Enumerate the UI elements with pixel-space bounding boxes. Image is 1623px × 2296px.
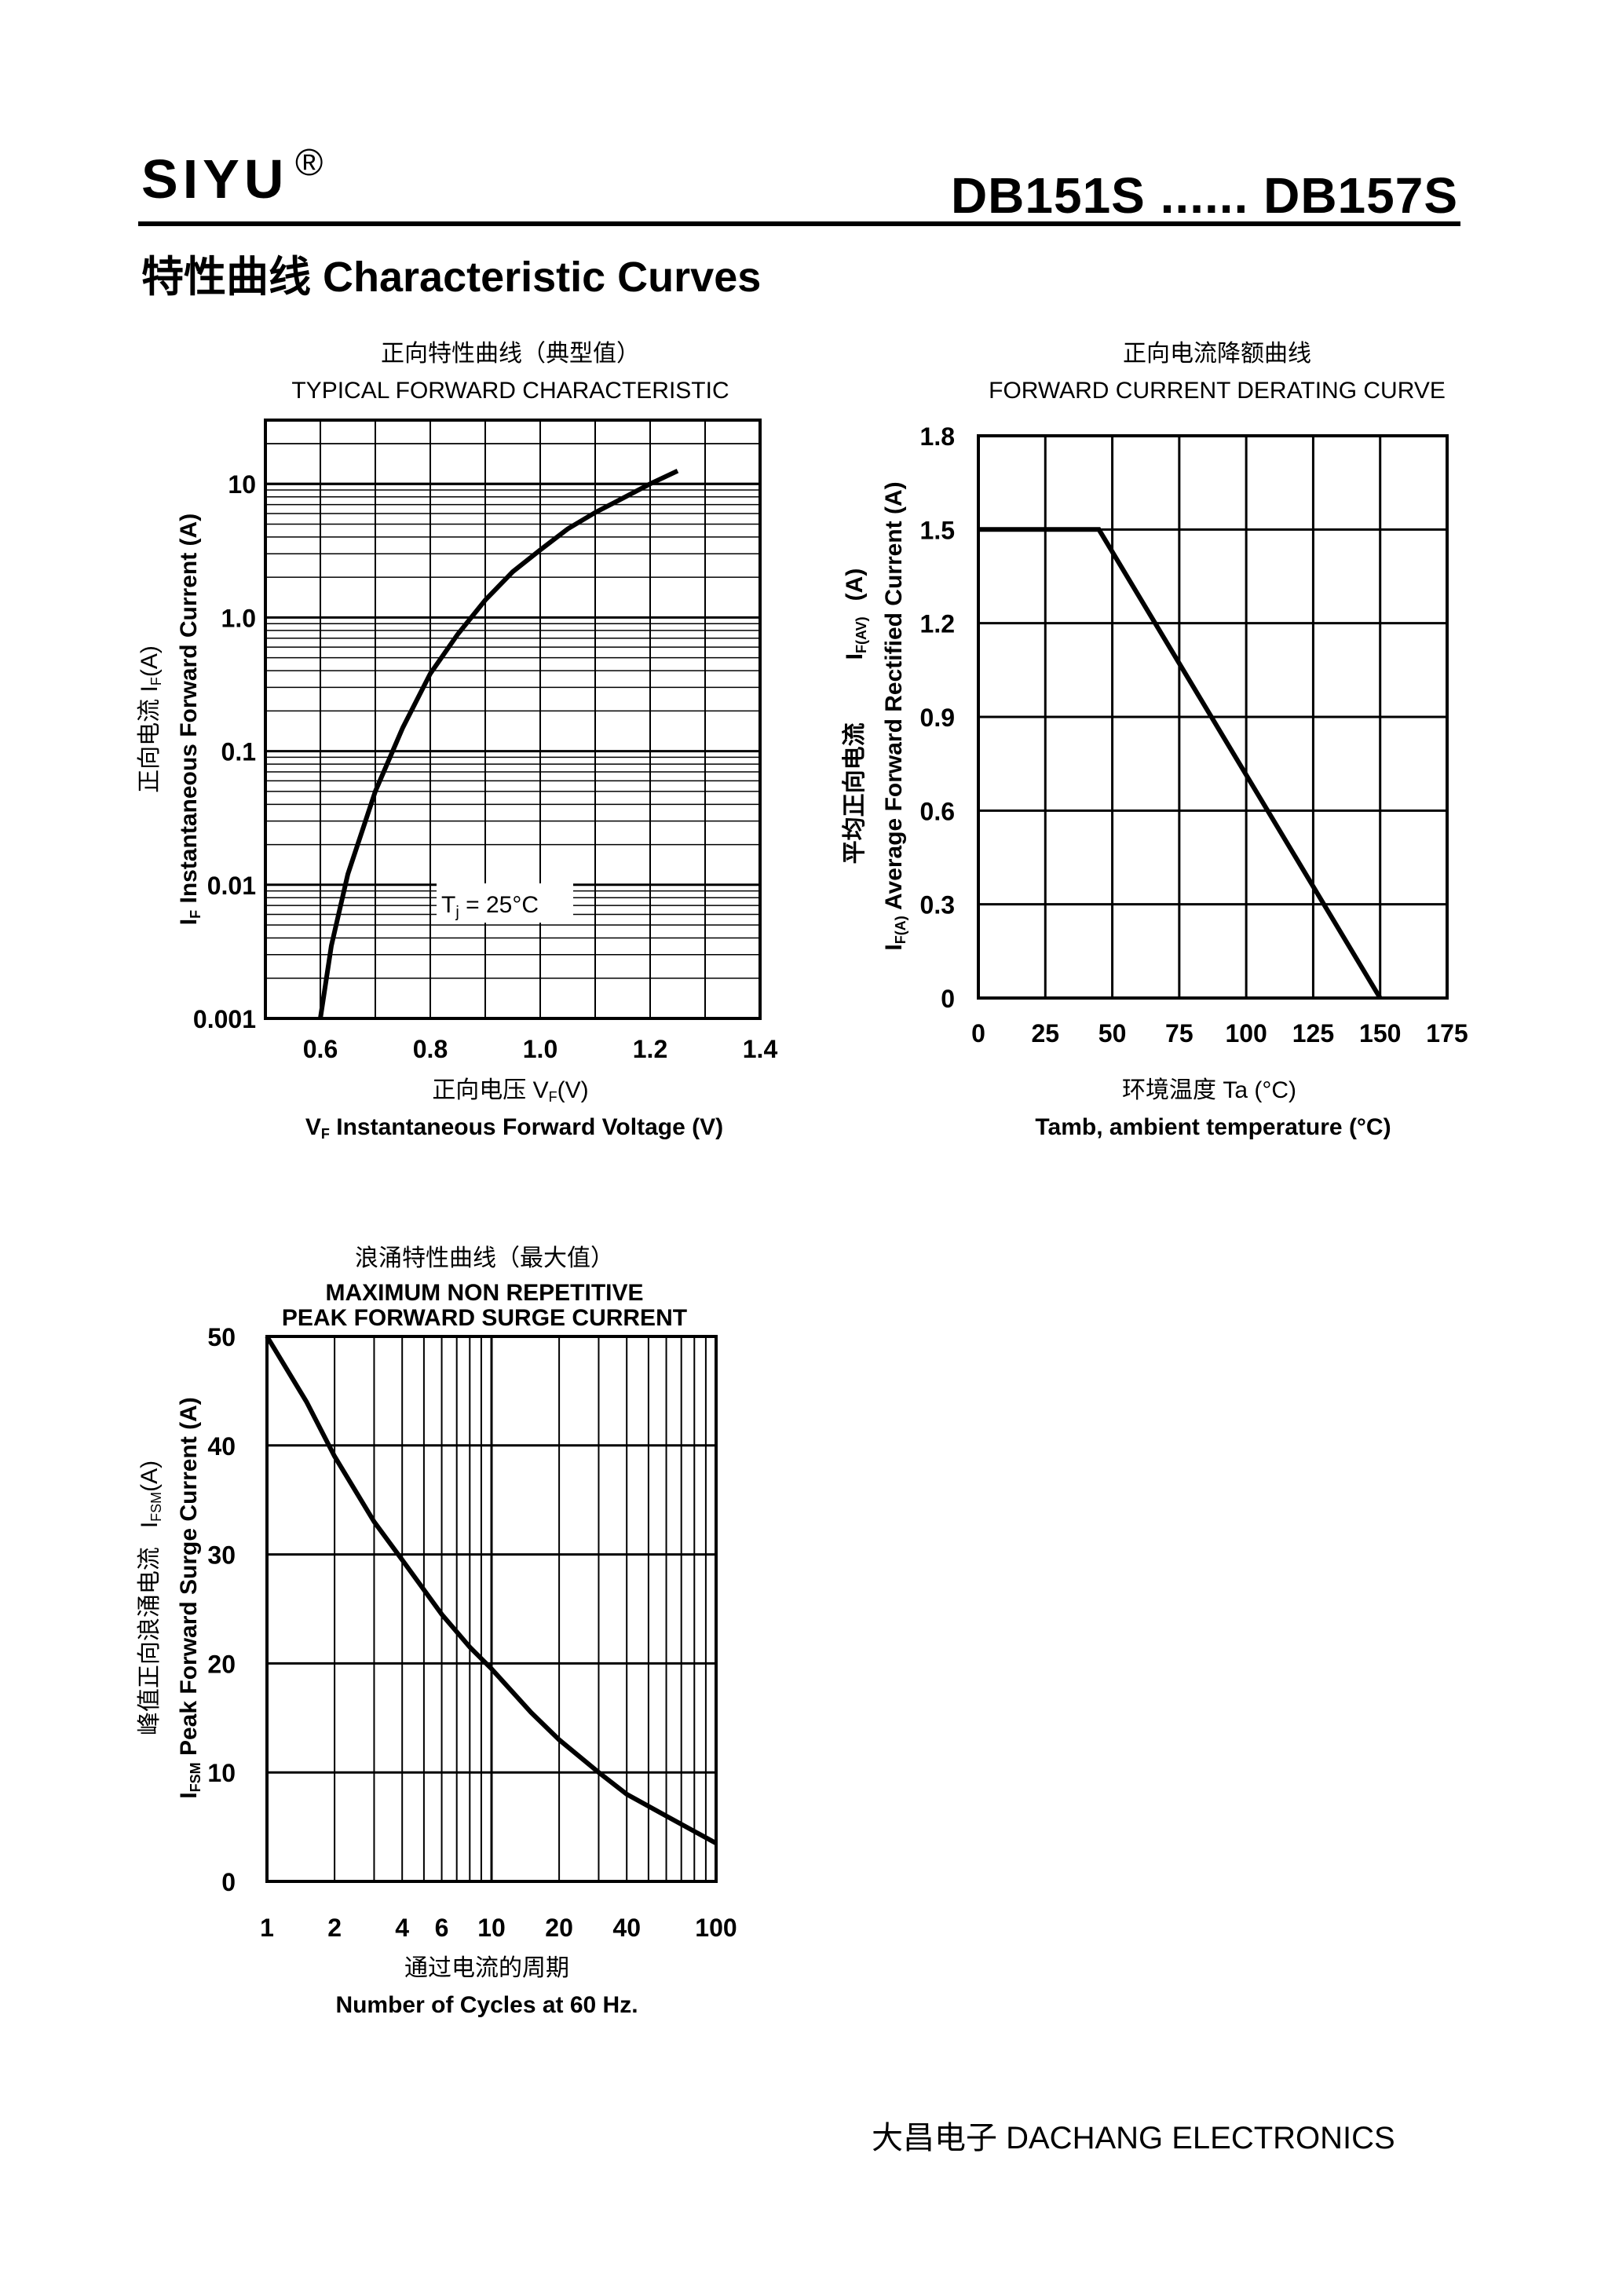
brand-logo: SIYU (141, 148, 289, 210)
chart2-y-tick-label: 0.9 (920, 704, 955, 732)
chart3-ylabel: IFSM Peak Forward Surge Current (A) (176, 1397, 203, 1798)
chart3-x-tick-label: 1 (260, 1914, 274, 1942)
chart3-title-line2: PEAK FORWARD SURGE CURRENT (282, 1305, 687, 1331)
chart3-y-tick-label: 10 (207, 1759, 236, 1787)
chart2-x-ticks: 0 25 50 75 100 125 150 175 (971, 1019, 1468, 1047)
chart1-grid (265, 420, 760, 1018)
chart2-title: FORWARD CURRENT DERATING CURVE (989, 378, 1446, 404)
chart3-title-line1: MAXIMUM NON REPETITIVE (325, 1280, 643, 1306)
chart1-annotation: Tj = 25°C (441, 892, 539, 921)
chart1-y-ticks: 0.001 0.01 0.1 1.0 10 (193, 470, 256, 1033)
chart2-y-ticks: 0 0.3 0.6 0.9 1.2 1.5 1.8 (920, 422, 955, 1013)
chart2-y-tick-label: 1.2 (920, 610, 955, 638)
chart2-x-tick-label: 175 (1426, 1019, 1468, 1047)
chart1-x-tick-label: 1.4 (743, 1035, 778, 1063)
chart3-y-tick-label: 0 (221, 1868, 236, 1896)
chart2-grid (978, 436, 1447, 998)
chart1-xlabel-cn: 正向电压 VF(V) (432, 1077, 588, 1105)
chart1-y-tick-label: 0.1 (221, 738, 256, 766)
chart3-x-tick-label: 40 (612, 1914, 641, 1942)
chart1-x-tick-label: 0.8 (413, 1035, 448, 1063)
chart3-x-tick-label: 20 (545, 1914, 573, 1942)
chart1-frame (264, 419, 762, 1020)
registered-mark: ® (295, 142, 324, 184)
chart2-x-tick-label: 125 (1292, 1019, 1334, 1047)
chart2-series-line (978, 527, 1383, 1000)
chart2-x-tick-label: 75 (1165, 1019, 1193, 1047)
chart2-xlabel: Tamb, ambient temperature (°C) (1035, 1114, 1391, 1140)
chart3-ylabel-cn: 峰值正向浪涌电流IFSM(A) (137, 1461, 164, 1735)
part-number-range: DB151S ...... DB157S (950, 167, 1458, 224)
chart1-x-tick-label: 0.6 (303, 1035, 338, 1063)
chart3-series-line (265, 1335, 718, 1846)
chart3-y-ticks: 0 10 20 30 40 50 (207, 1323, 236, 1896)
chart2-y-tick-label: 0.3 (920, 891, 955, 919)
chart2-y-tick-label: 1.8 (920, 422, 955, 451)
chart1-series-line (318, 468, 679, 1019)
chart3-xlabel-cn: 通过电流的周期 (404, 1955, 569, 1981)
chart2-ylabel-cn: 平均正向电流IF(AV)(A) (842, 569, 869, 865)
chart1-x-tick-label: 1.2 (633, 1035, 667, 1063)
chart1-ylabel-cn: 正向电流 IF(A) (137, 645, 164, 793)
chart3-title-cn: 浪涌特性曲线（最大值） (355, 1245, 614, 1271)
chart2-x-tick-label: 150 (1359, 1019, 1401, 1047)
chart3-y-tick-label: 40 (207, 1432, 236, 1461)
chart3-y-tick-label: 50 (207, 1323, 236, 1351)
chart1-title-cn: 正向特性曲线（典型值） (381, 341, 640, 367)
chart3-frame (265, 1335, 718, 1883)
chart1-x-tick-label: 1.0 (523, 1035, 557, 1063)
footer-company: 大昌电子 DACHANG ELECTRONICS (872, 2121, 1395, 2155)
chart1-y-tick-label: 0.001 (193, 1005, 256, 1033)
header-rule (138, 221, 1460, 226)
chart2-x-tick-label: 0 (971, 1019, 985, 1047)
chart2-y-tick-label: 0 (941, 985, 955, 1013)
chart1-ylabel: IF Instantaneous Forward Current (A) (176, 514, 203, 925)
chart2-x-tick-label: 100 (1225, 1019, 1267, 1047)
chart2-xlabel-cn: 环境温度 Ta (°C) (1122, 1077, 1296, 1103)
chart3-x-tick-label: 10 (477, 1914, 506, 1942)
chart2-x-tick-label: 25 (1031, 1019, 1059, 1047)
chart1-title: TYPICAL FORWARD CHARACTERISTIC (291, 378, 729, 404)
chart3-y-tick-label: 20 (207, 1650, 236, 1678)
chart2-title-cn: 正向电流降额曲线 (1123, 341, 1311, 367)
chart1-y-tick-label: 1.0 (221, 604, 256, 632)
chart2-y-tick-label: 1.5 (920, 516, 955, 544)
chart2-x-tick-label: 50 (1098, 1019, 1127, 1047)
chart2-ylabel: IF(A) Average Forward Rectified Current … (881, 481, 908, 950)
chart3-x-ticks: 1 2 4 6 10 20 40 100 (260, 1914, 737, 1942)
chart2-frame (977, 434, 1449, 1000)
chart3-y-tick-label: 30 (207, 1541, 236, 1570)
chart3-x-tick-label: 100 (695, 1914, 737, 1942)
chart3-x-tick-label: 6 (435, 1914, 449, 1942)
chart3-xlabel: Number of Cycles at 60 Hz. (335, 1992, 638, 2018)
section-title: 特性曲线 Characteristic Curves (141, 254, 762, 301)
chart3-x-tick-label: 4 (395, 1914, 409, 1942)
chart1-xlabel: VF Instantaneous Forward Voltage (V) (305, 1114, 723, 1142)
chart3-grid (267, 1336, 716, 1881)
chart2-y-tick-label: 0.6 (920, 797, 955, 825)
chart1-x-ticks: 0.6 0.8 1.0 1.2 1.4 (303, 1035, 778, 1063)
chart3-x-tick-label: 2 (327, 1914, 342, 1942)
chart1-y-tick-label: 0.01 (207, 872, 256, 900)
chart1-y-tick-label: 10 (228, 470, 256, 499)
